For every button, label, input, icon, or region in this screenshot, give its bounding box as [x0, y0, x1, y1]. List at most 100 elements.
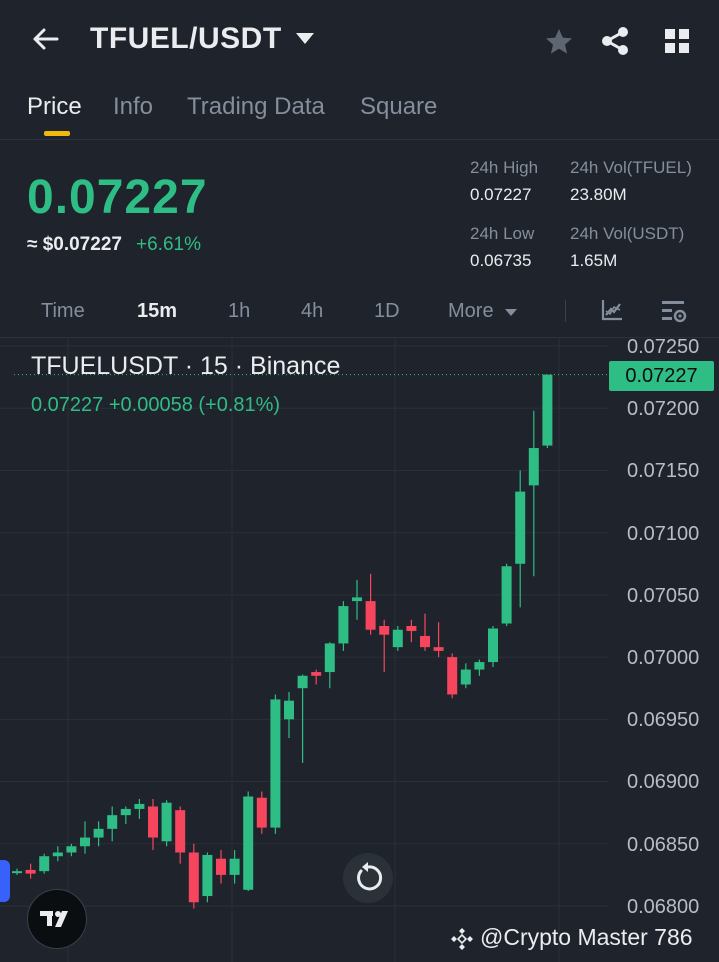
- tab-price[interactable]: Price: [27, 93, 82, 120]
- tabs-divider: [0, 139, 719, 140]
- candle-body: [460, 669, 471, 685]
- candle-body: [39, 856, 50, 872]
- pair-dropdown-icon[interactable]: [296, 33, 314, 44]
- candle: [392, 626, 403, 651]
- candle-body: [447, 657, 458, 695]
- y-tick-label: 0.07100: [627, 523, 700, 545]
- watermark-text: @Crypto Master 786: [480, 924, 693, 950]
- candle-body: [202, 854, 213, 897]
- candle: [433, 622, 444, 658]
- tradingview-logo-icon: [40, 911, 68, 927]
- tab-square[interactable]: Square: [360, 93, 438, 120]
- candle-body: [216, 858, 226, 875]
- candle: [229, 850, 240, 884]
- timeframe-4h[interactable]: 4h: [301, 300, 324, 322]
- candle: [39, 853, 50, 874]
- candle-body: [365, 601, 376, 630]
- tab-info[interactable]: Info: [113, 93, 154, 120]
- candle: [161, 800, 172, 847]
- y-tick-label: 0.07200: [627, 398, 700, 420]
- candle: [25, 863, 36, 879]
- candle-body: [120, 808, 131, 816]
- candle: [542, 374, 553, 449]
- candle-body: [420, 635, 430, 648]
- candle-body: [474, 662, 485, 670]
- y-tick-label: 0.06850: [627, 834, 700, 856]
- chart-settings-icon[interactable]: [660, 298, 688, 326]
- grid-menu-icon[interactable]: [663, 27, 691, 55]
- candle: [352, 579, 362, 620]
- candle-body: [25, 869, 36, 874]
- candle: [528, 410, 539, 577]
- vol-quote-value: 1.65M: [570, 251, 618, 270]
- tradingview-logo[interactable]: [27, 889, 87, 949]
- candle-body: [297, 675, 308, 689]
- toolbar-separator: [565, 300, 566, 322]
- candle-body: [134, 803, 145, 809]
- candle: [120, 806, 131, 824]
- last-price-tag: 0.07227: [609, 361, 714, 391]
- y-tick-label: 0.06900: [627, 771, 700, 793]
- y-tick-label: 0.07000: [627, 647, 700, 669]
- timeframe-time[interactable]: Time: [41, 300, 85, 322]
- candle: [406, 619, 417, 643]
- candle-body: [188, 852, 199, 903]
- candle: [134, 798, 145, 819]
- usd-price: ≈ $0.07227: [27, 234, 122, 255]
- candle-body: [528, 448, 539, 486]
- candle-body: [175, 810, 186, 853]
- candle-body: [338, 606, 349, 644]
- tab-trading-data[interactable]: Trading Data: [187, 93, 325, 120]
- y-tick-label: 0.07050: [627, 585, 700, 607]
- timeframe-1d[interactable]: 1D: [374, 300, 400, 322]
- candle: [107, 806, 118, 842]
- candle: [93, 821, 104, 847]
- candle: [52, 846, 63, 862]
- back-arrow-icon[interactable]: [30, 24, 60, 54]
- candlestick-chart[interactable]: [0, 338, 719, 962]
- candle-body: [501, 566, 512, 624]
- candle-body: [488, 628, 498, 663]
- reset-chart-button[interactable]: [343, 853, 393, 903]
- candle-body: [379, 626, 390, 635]
- candle-body: [311, 672, 322, 676]
- timeframe-15m[interactable]: 15m: [137, 300, 178, 322]
- y-tick-label: 0.07250: [627, 336, 700, 358]
- share-icon[interactable]: [598, 24, 632, 58]
- chart-ohlc-label: 0.07227 +0.00058 (+0.81%): [31, 394, 281, 416]
- candle: [324, 642, 335, 689]
- drawing-toolbar-handle[interactable]: [0, 860, 10, 902]
- timeframe-more[interactable]: More: [448, 300, 494, 322]
- low-value: 0.06735: [470, 251, 532, 270]
- candle-body: [66, 846, 77, 853]
- candle: [420, 613, 430, 651]
- candle-body: [352, 597, 362, 602]
- timeframe-1h[interactable]: 1h: [228, 300, 251, 322]
- binance-logo-icon: [451, 928, 473, 950]
- favorite-star-icon[interactable]: [543, 26, 575, 58]
- y-tick-label: 0.07150: [627, 460, 700, 482]
- candle: [202, 852, 213, 903]
- vol-base-value: 23.80M: [570, 185, 627, 204]
- last-price: 0.07227: [27, 171, 208, 224]
- candle: [256, 791, 267, 834]
- change-percent: +6.61%: [136, 234, 201, 255]
- pair-title[interactable]: TFUEL/USDT: [90, 22, 282, 55]
- candle: [515, 470, 526, 608]
- candle-body: [148, 806, 158, 838]
- candle: [188, 843, 199, 909]
- candle-body: [433, 647, 444, 651]
- candle: [66, 843, 77, 857]
- candle-body: [93, 828, 104, 838]
- candle: [148, 798, 158, 850]
- indicator-icon[interactable]: [600, 298, 624, 322]
- candle: [447, 653, 458, 699]
- high-label: 24h High: [470, 158, 539, 177]
- high-value: 0.07227: [470, 185, 532, 204]
- candle: [270, 694, 281, 834]
- candle-body: [515, 491, 526, 564]
- candle-body: [324, 643, 335, 673]
- candle: [297, 674, 308, 763]
- low-label: 24h Low: [470, 224, 535, 243]
- more-dropdown-icon[interactable]: [505, 309, 517, 316]
